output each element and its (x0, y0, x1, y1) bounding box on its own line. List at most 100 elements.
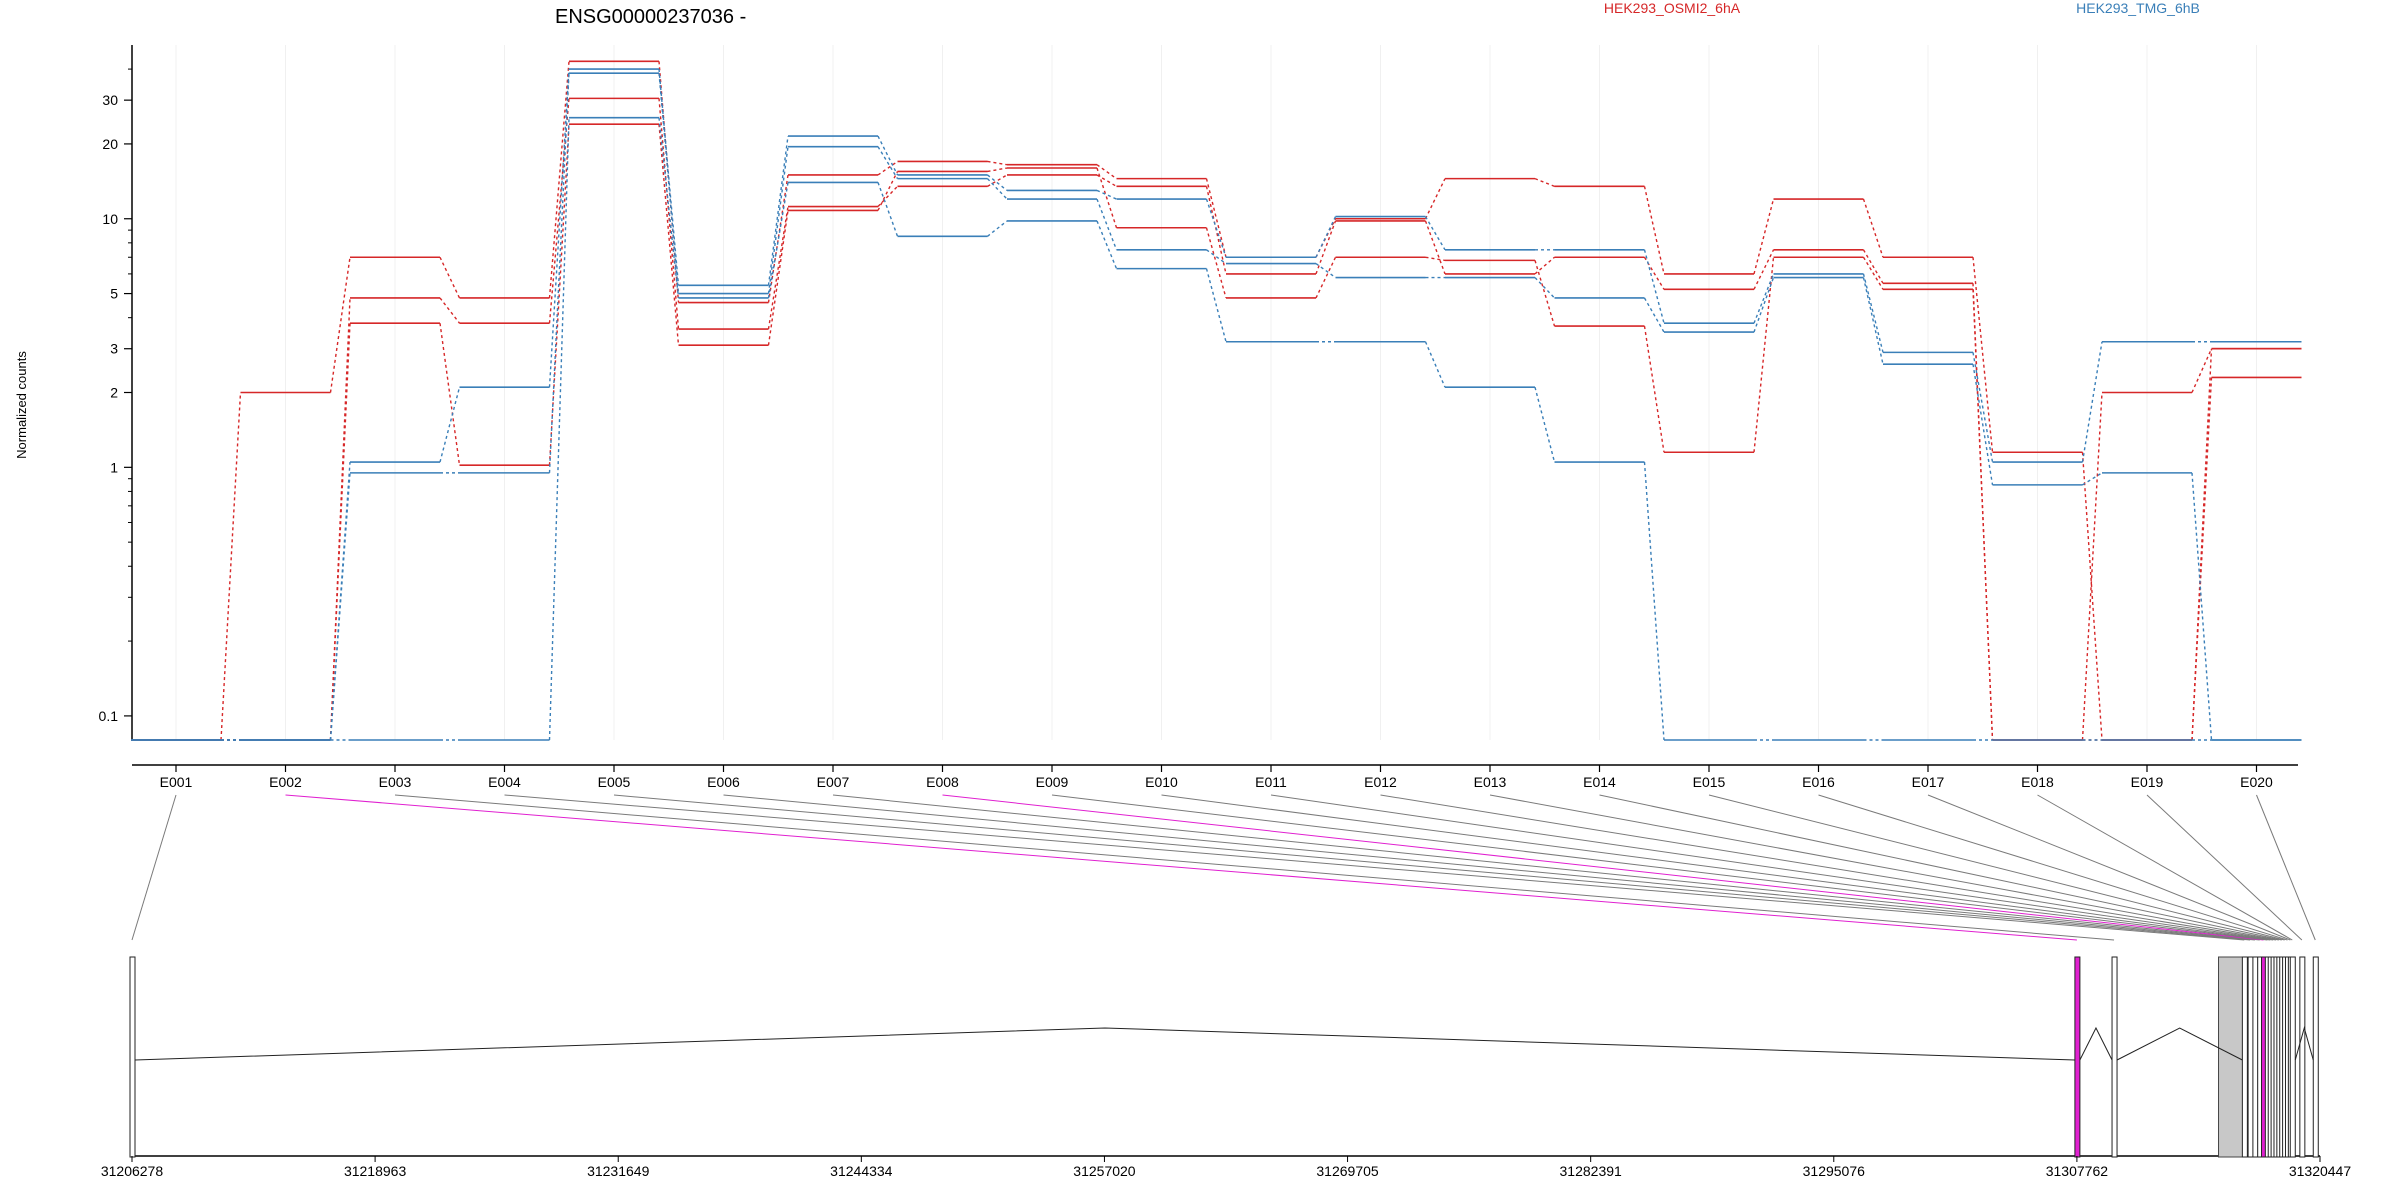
y-tick-label: 30 (102, 92, 118, 108)
series-segment (548, 124, 570, 466)
series-2 (131, 97, 2302, 741)
series-segment (1315, 216, 1337, 258)
x-tick-label-e002: E002 (269, 774, 302, 790)
exon-box (129, 956, 136, 1158)
series-1 (131, 60, 2302, 741)
axes-layer (131, 45, 2320, 1157)
exon-connector (1051, 794, 2268, 941)
series-segment (877, 171, 899, 211)
x-tick-label-e015: E015 (1693, 774, 1726, 790)
genomic-tick-label: 31244334 (830, 1163, 893, 1179)
series-segment (439, 323, 461, 466)
series-segment (877, 135, 899, 176)
series-segment (1315, 256, 1337, 299)
series-segment (1205, 178, 1227, 258)
x-tick-label-e004: E004 (488, 774, 521, 790)
chart-title: ENSG00000237036 - (555, 6, 746, 28)
x-tick-label-e013: E013 (1474, 774, 1507, 790)
y-tick-label: 0.1 (99, 708, 119, 724)
exon-box (2111, 956, 2118, 1158)
genomic-tick-label: 31295076 (1803, 1163, 1866, 1179)
series-segment (548, 117, 570, 741)
series-segment (2191, 472, 2213, 741)
x-tick-label-e018: E018 (2021, 774, 2054, 790)
x-ticks: E001 E002 E003 E004 E005 E006 E007 E008 E009 E010… (160, 765, 2273, 790)
series-segment (1534, 177, 1555, 188)
legend-label-tmg: HEK293_TMG_6hB (2076, 0, 2200, 16)
y-ticks: 0.1 1 2 3 5 10 20 30 (99, 68, 132, 724)
series-segment (1424, 220, 1446, 275)
exon-connector (1489, 794, 2279, 941)
series-segment (548, 73, 570, 473)
genomic-tick-label: 31282391 (1560, 1163, 1623, 1179)
genomic-tick-label: 31231649 (587, 1163, 650, 1179)
series-4 (131, 68, 2302, 741)
exon-box (2074, 956, 2081, 1158)
series-segment (767, 210, 789, 346)
exon-box (2312, 956, 2319, 1158)
exon-connector (723, 794, 2255, 941)
series-segment (439, 297, 461, 324)
exon-connector (1818, 794, 2288, 941)
genomic-tick-label: 31307762 (2046, 1163, 2109, 1179)
series-5 (131, 72, 2302, 741)
exon-connector (832, 794, 2260, 941)
intron-line (2116, 1027, 2243, 1061)
series-segment (658, 124, 680, 346)
series-segment (877, 182, 899, 237)
exon-connector (131, 794, 177, 941)
series-segment (2191, 377, 2213, 741)
exon-connector (285, 794, 2077, 941)
exon-box (2247, 956, 2254, 1158)
x-tick-label-e007: E007 (817, 774, 850, 790)
series-layer (131, 60, 2302, 741)
series-segment (1534, 260, 1556, 327)
exon-box (2289, 956, 2296, 1158)
series-segment (1096, 198, 1118, 251)
series-segment (1753, 257, 1775, 453)
intron-line (2294, 1026, 2314, 1061)
series-segment (1424, 216, 1446, 251)
series-segment (1425, 256, 1446, 262)
series-segment (1424, 341, 1446, 388)
series-segment (1643, 297, 1665, 333)
x-tick-label-e006: E006 (707, 774, 740, 790)
x-tick-label-e017: E017 (1912, 774, 1945, 790)
series-segment (1643, 249, 1665, 324)
series-segment (2081, 452, 2103, 741)
exon-connector (1708, 794, 2285, 941)
gene-model (129, 956, 2319, 1158)
series-segment (1862, 256, 1884, 290)
x-tick-label-e001: E001 (160, 774, 193, 790)
series-segment (1753, 198, 1775, 275)
series-segment (2081, 341, 2103, 463)
series-segment (1096, 174, 1117, 187)
exon-box (2241, 956, 2248, 1158)
genomic-tick-label: 31257020 (1073, 1163, 1136, 1179)
series-segment (1534, 256, 1555, 275)
series-segment (1534, 387, 1556, 463)
series-segment (658, 73, 680, 294)
genomic-tick-label: 31206278 (101, 1163, 164, 1179)
exon-connector (2256, 794, 2316, 941)
series-segment (1972, 352, 1994, 463)
series-segment (1753, 277, 1775, 333)
series-segment (767, 136, 789, 286)
grid-layer (175, 45, 2257, 740)
series-segment (1753, 273, 1775, 324)
series-segment (767, 182, 789, 299)
series-segment (548, 69, 570, 388)
series-segment (439, 256, 461, 299)
series-segment (987, 174, 1008, 187)
series-segment (2081, 392, 2103, 741)
exon-connector (1270, 794, 2274, 941)
series-3 (131, 123, 2302, 741)
series-segment (1205, 227, 1227, 299)
y-tick-label: 1 (110, 459, 118, 475)
y-tick-label: 3 (110, 341, 118, 357)
exon-connector (942, 794, 2264, 941)
y-tick-label: 2 (110, 385, 118, 401)
x-tick-label-e010: E010 (1145, 774, 1178, 790)
series-segment (1862, 249, 1884, 284)
